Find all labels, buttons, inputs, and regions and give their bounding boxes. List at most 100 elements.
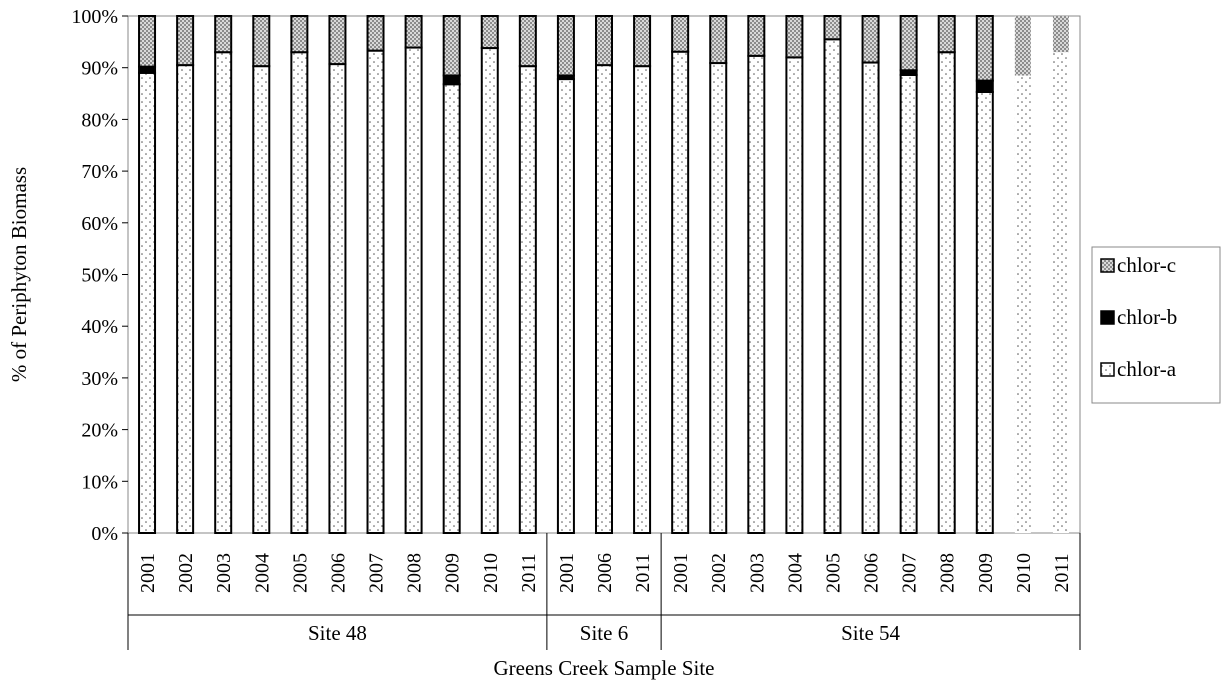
- x-tick-label: 2008: [404, 553, 426, 593]
- x-tick-label: 2011: [632, 553, 654, 592]
- x-tick-label: 2007: [366, 553, 388, 593]
- x-tick-label: 2005: [289, 553, 311, 593]
- bar-segment-chlor-c: [1014, 16, 1031, 76]
- bar-segment-chlor-a: [747, 54, 766, 535]
- x-axis: 2001 2002 2003 2004 2005 2006 2007 2008 2009 2010…: [127, 533, 1081, 650]
- bar-segment-chlor-c: [785, 15, 804, 59]
- x-tick-label: 2007: [899, 553, 921, 593]
- x-tick-label: 2001: [670, 553, 692, 593]
- x-tick-label: 2009: [442, 553, 464, 593]
- y-tick-label: 0%: [91, 523, 118, 545]
- bar-segment-chlor-a: [1014, 75, 1031, 533]
- x-tick-label: 2001: [137, 553, 159, 593]
- bar-segment-chlor-c: [328, 15, 347, 66]
- x-axis-title: Greens Creek Sample Site: [493, 656, 714, 680]
- bar-segment-chlor-a: [937, 51, 956, 534]
- x-tick-label: 2005: [822, 553, 844, 593]
- bar-segment-chlor-c: [290, 15, 309, 54]
- bar-segment-chlor-c: [176, 15, 195, 67]
- y-tick-label: 20%: [81, 420, 118, 442]
- legend-swatch-chlor-c: [1100, 258, 1115, 273]
- bar-segment-chlor-a: [671, 50, 690, 534]
- bar-segment-chlor-c: [556, 15, 575, 77]
- bar-segment-chlor-a: [480, 47, 499, 535]
- group-label: Site 6: [580, 621, 628, 645]
- y-tick-label: 100%: [71, 6, 118, 28]
- x-tick-label: 2006: [594, 553, 616, 593]
- bar-segment-chlor-a: [176, 64, 195, 535]
- bar-segment-chlor-c: [937, 15, 956, 54]
- x-tick-label: 2006: [861, 553, 883, 593]
- bar-segment-chlor-c: [671, 15, 690, 53]
- bar-segment-chlor-a: [785, 56, 804, 535]
- x-tick-label: 2003: [213, 553, 235, 593]
- y-tick-label: 30%: [81, 368, 118, 390]
- bar-segment-chlor-c: [366, 15, 385, 52]
- x-tick-label: 2009: [975, 553, 997, 593]
- x-tick-label: 2002: [708, 553, 730, 593]
- bar-segment-chlor-a: [975, 90, 994, 535]
- bar-segment-chlor-a: [595, 64, 613, 535]
- x-tick-label: 2002: [175, 553, 197, 593]
- bar-segment-chlor-a: [861, 61, 880, 534]
- bar-segment-chlor-b: [975, 79, 994, 93]
- bar-segment-chlor-a: [404, 46, 423, 535]
- x-tick-label: 2010: [1013, 553, 1035, 593]
- bar-segment-chlor-a: [214, 51, 233, 534]
- x-tick-label: 2008: [937, 553, 959, 593]
- bar-segment-chlor-a: [1052, 52, 1069, 533]
- legend: chlor-c chlor-b chlor-a: [1091, 246, 1221, 404]
- bar-segment-chlor-c: [138, 15, 157, 68]
- bar-segment-chlor-c: [975, 15, 994, 82]
- legend-label-chlor-a: chlor-a: [1117, 357, 1177, 381]
- bar-segment-chlor-c: [899, 15, 918, 72]
- bar-segment-chlor-c: [404, 15, 423, 49]
- group-label: Site 48: [308, 621, 367, 645]
- x-tick-label: 2006: [327, 553, 349, 593]
- legend-box: [1091, 246, 1221, 404]
- y-axis: 0% 10% 20% 30% 40% 50% 60% 70% 80% 90% 100%: [71, 6, 128, 545]
- y-tick-label: 10%: [81, 471, 118, 493]
- bar-segment-chlor-a: [138, 71, 157, 535]
- x-tick-label: 2011: [1051, 553, 1073, 592]
- bar-segment-chlor-a: [556, 78, 575, 534]
- bar-segment-chlor-c: [595, 15, 613, 67]
- legend-label-chlor-c: chlor-c: [1117, 253, 1176, 277]
- bar-segment-chlor-a: [633, 65, 652, 535]
- bar-segment-chlor-a: [252, 65, 271, 535]
- bar-segment-chlor-c: [747, 15, 766, 57]
- bar-segment-chlor-a: [899, 73, 918, 535]
- bar-segment-chlor-c: [633, 15, 652, 68]
- bar-segment-chlor-c: [1052, 16, 1069, 53]
- bar-segment-chlor-c: [518, 15, 537, 68]
- bar-segment-chlor-c: [252, 15, 271, 68]
- x-tick-label: 2011: [518, 553, 540, 592]
- y-tick-label: 80%: [81, 109, 118, 131]
- x-tick-label: 2001: [556, 553, 578, 593]
- bar-segment-chlor-a: [328, 63, 347, 535]
- plot-area: [127, 15, 1081, 535]
- x-tick-label: 2003: [746, 553, 768, 593]
- bar-segment-chlor-c: [709, 15, 728, 65]
- legend-swatch-chlor-a: [1100, 362, 1115, 377]
- y-tick-label: 90%: [81, 58, 118, 80]
- x-tick-label: 2010: [480, 553, 502, 593]
- bar-segment-chlor-b: [442, 74, 461, 86]
- y-axis-title: % of Periphyton Biomass: [7, 167, 31, 382]
- bar-segment-chlor-a: [442, 83, 461, 535]
- bar-segment-chlor-c: [480, 15, 499, 50]
- bar-segment-chlor-a: [290, 51, 309, 534]
- legend-swatch-chlor-b: [1100, 310, 1115, 325]
- bar-segment-chlor-a: [518, 65, 537, 535]
- y-tick-label: 50%: [81, 265, 118, 287]
- y-tick-label: 40%: [81, 316, 118, 338]
- y-tick-label: 60%: [81, 213, 118, 235]
- bar-segment-chlor-c: [442, 15, 461, 77]
- legend-label-chlor-b: chlor-b: [1117, 305, 1177, 329]
- bar-segment-chlor-c: [214, 15, 233, 54]
- bar-segment-chlor-a: [709, 62, 728, 535]
- bar-segment-chlor-c: [823, 15, 842, 41]
- bar-segment-chlor-c: [861, 15, 880, 64]
